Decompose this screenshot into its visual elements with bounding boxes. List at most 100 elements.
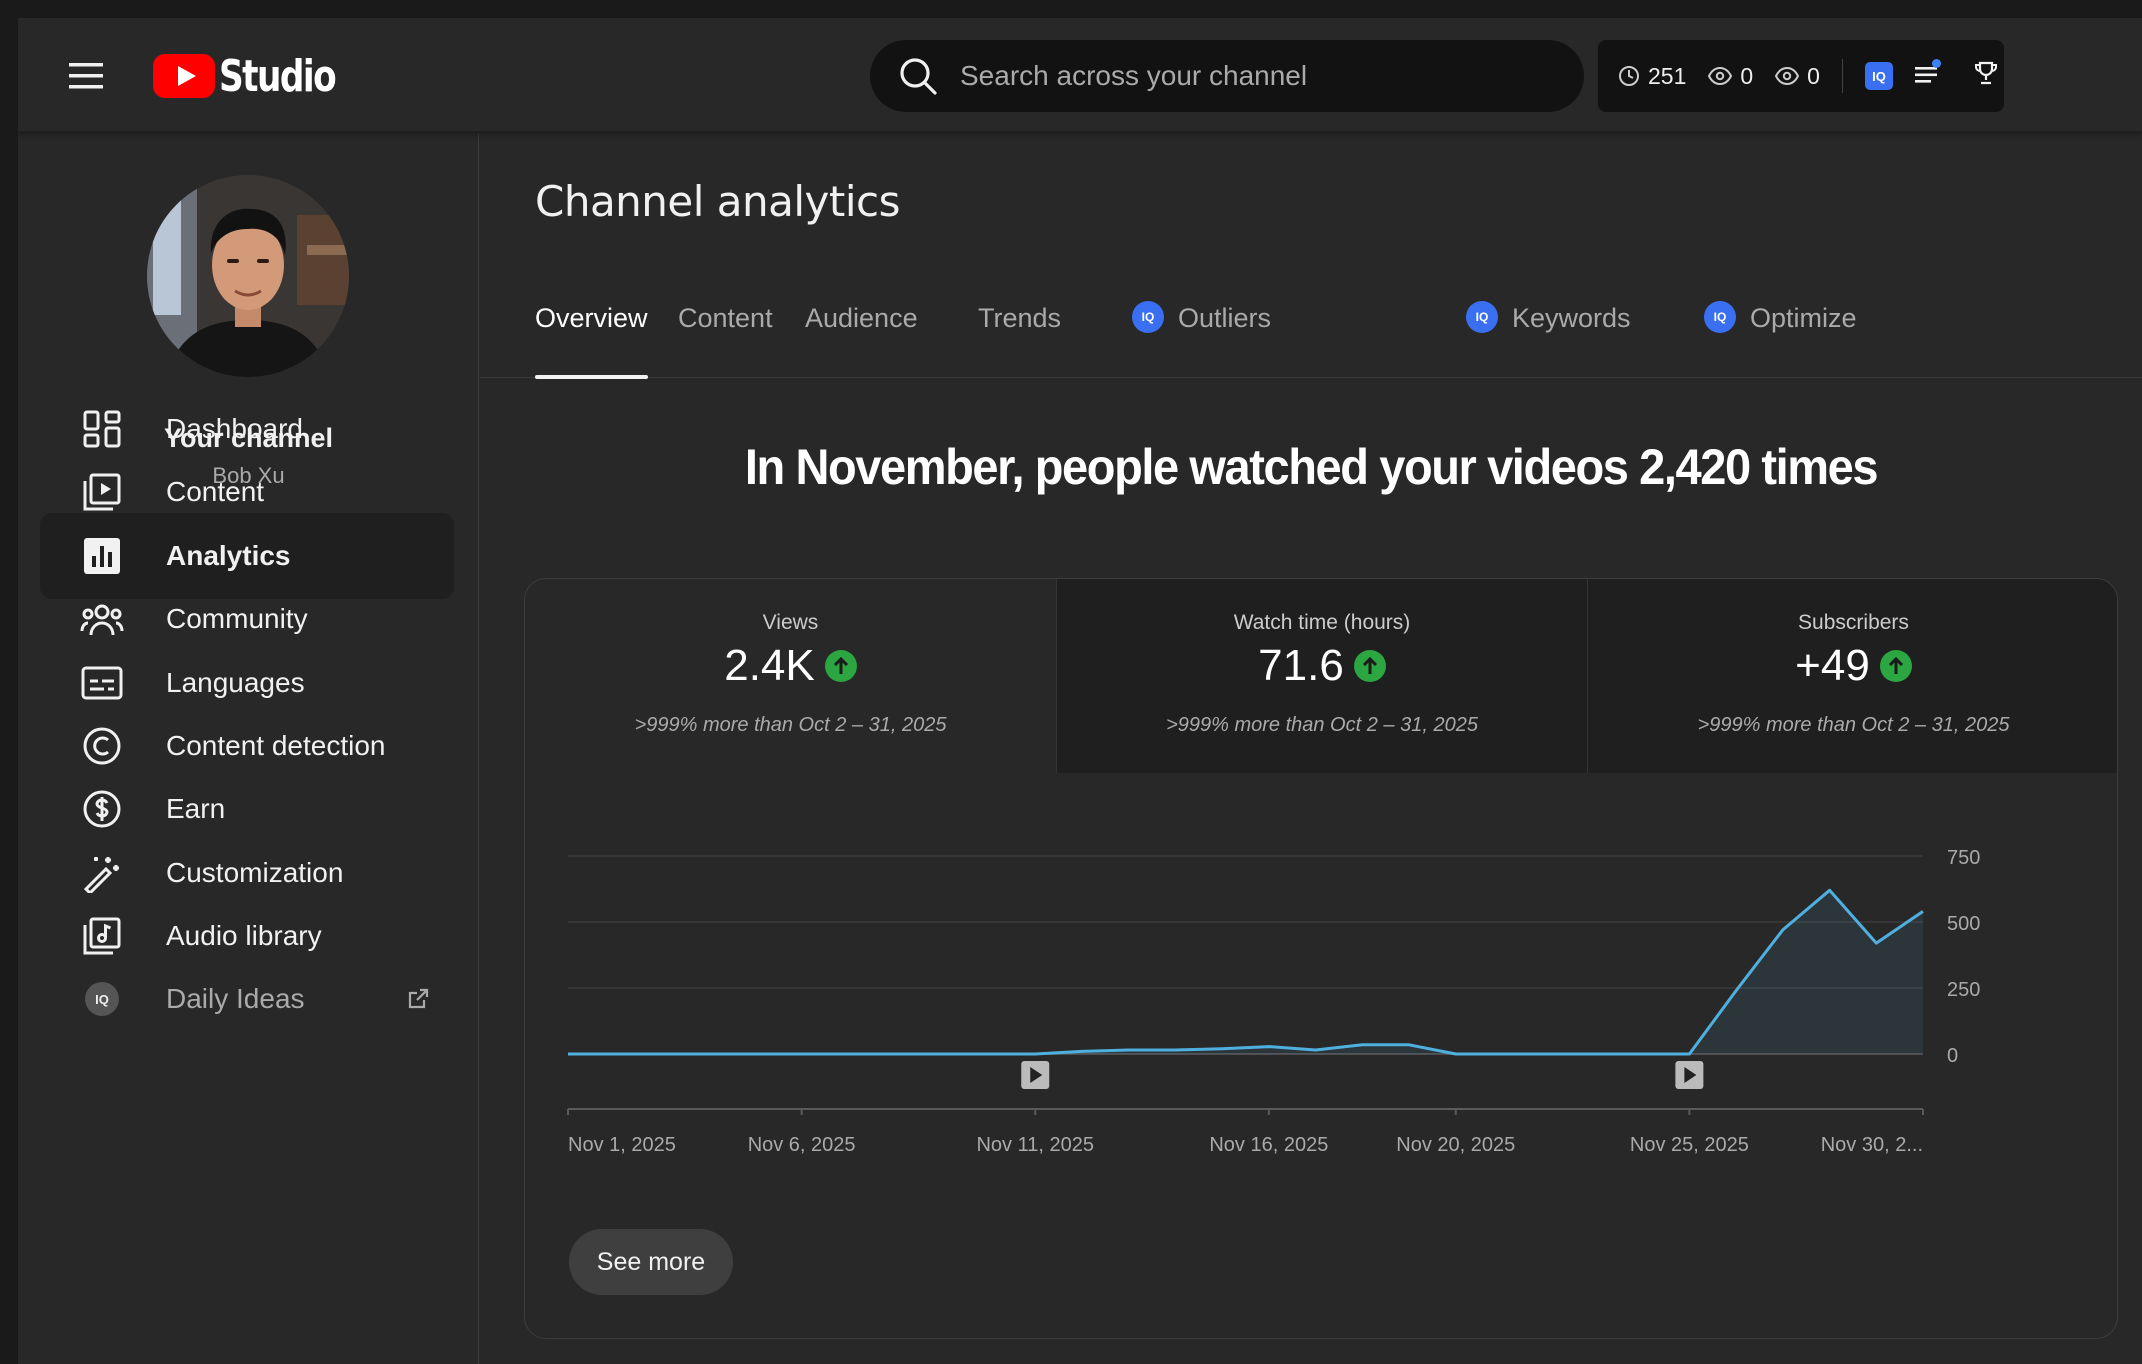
series-line [568,888,1924,1056]
external-link-icon [406,987,430,1016]
channel-avatar[interactable] [147,175,349,377]
tab-trends[interactable]: Trends [978,303,1061,378]
tab-content[interactable]: Content [678,303,773,378]
languages-icon [80,661,124,705]
ext-stat-value: 0 [1807,62,1820,89]
dashboard-icon [80,407,124,451]
sidebar-item-label: Dashboard [166,413,303,444]
search-input[interactable] [960,60,1560,92]
sidebar-item-label: Daily Ideas [166,983,305,1014]
ext-stat-clock[interactable]: 251 [1618,63,1686,90]
sidebar-item-label: Community [166,603,308,634]
tab-optimize[interactable]: IQ Optimize [1704,301,1857,378]
sidebar-item-community[interactable]: Community [40,576,454,662]
svg-text:IQ: IQ [95,992,109,1007]
sidebar-item-earn[interactable]: Earn [40,766,454,852]
eye-icon [1775,67,1800,85]
sidebar-item-content-detection[interactable]: Content detection [40,703,454,789]
y-tick-label: 0 [1947,1045,1958,1067]
hamburger-menu-button[interactable] [62,52,110,100]
y-tick-label: 500 [1947,913,1980,935]
analytics-icon [80,534,124,578]
sidebar-item-label: Earn [166,793,226,824]
list-icon [1914,66,1937,83]
views-line-chart[interactable]: 750 500 250 0 Nov 1, 2025 Nov 6, 2025 Nov 11, … [525,773,2118,1193]
y-tick-label: 750 [1947,847,1980,869]
video-marker-play-icon [1030,1067,1043,1083]
video-marker-play-icon [1684,1067,1697,1083]
list-button[interactable] [1914,58,1941,90]
dollar-icon [80,787,124,831]
channel-title[interactable]: Your channel [163,423,334,453]
x-tick-label: Nov 1, 2025 [568,1134,676,1156]
youtube-play-icon [153,54,215,98]
metric-subscribers[interactable]: Subscribers +49 >999% more than Oct 2 – … [1587,579,2117,773]
sidebar-item-content[interactable]: Content [40,449,454,535]
metric-value: 2.4K [724,641,815,690]
search-icon[interactable] [894,52,942,100]
tab-label: Audience [805,303,918,333]
studio-logo[interactable]: Studio [153,46,368,106]
copyright-icon [80,724,124,768]
sidebar-item-audio-library[interactable]: Audio library [40,893,454,979]
trophy-button[interactable] [1973,60,1999,92]
main-content: Channel analytics Overview Content Audie… [480,133,2142,1364]
trophy-icon [1974,61,1997,85]
sidebar-item-languages[interactable]: Languages [40,640,454,726]
hamburger-icon [69,63,103,89]
see-more-button[interactable]: See more [569,1229,733,1295]
metric-label: Watch time (hours) [1233,611,1411,634]
metric-label: Subscribers [1798,611,1909,634]
studio-window: Studio 251 0 0 IQ [18,18,2142,1364]
iq-icon: IQ [80,977,124,1021]
x-tick-label: Nov 25, 2025 [1630,1134,1749,1156]
sidebar-item-daily-ideas[interactable]: IQ Daily Ideas [40,956,454,1042]
metric-watch-time[interactable]: Watch time (hours) 71.6 >999% more than … [1056,579,1587,773]
content-icon [80,470,124,514]
sidebar-item-label: Languages [166,667,305,698]
metric-views[interactable]: Views 2.4K >999% more than Oct 2 – 31, 2… [525,579,1056,773]
ext-stat-eye-1[interactable]: 0 [1708,63,1753,90]
y-tick-label: 250 [1947,979,1980,1001]
tab-overview[interactable]: Overview [535,303,648,379]
notification-dot [1931,58,1941,68]
search-bar[interactable] [870,40,1584,112]
channel-username: Bob Xu [212,463,285,488]
iq-logo-icon[interactable]: IQ [1864,62,1893,90]
sidebar-item-dashboard[interactable]: Dashboard [40,386,454,472]
tab-keywords[interactable]: IQ Keywords [1466,301,1631,378]
iq-badge-icon: IQ [1704,301,1736,333]
x-tick-label: Nov 30, 2... [1821,1134,1923,1156]
metric-comparison: >999% more than Oct 2 – 31, 2025 [634,714,947,736]
tab-label: Keywords [1512,303,1631,333]
sidebar-item-label: Content detection [166,730,386,761]
sidebar-item-label: Content [166,476,265,507]
community-icon [80,597,124,641]
left-sidebar: Your channel Bob Xu Dashboard Content An… [18,133,479,1364]
audio-library-icon [80,914,124,958]
extension-toolbar: 251 0 0 IQ [1598,40,2004,112]
logo-text: Studio [219,50,337,102]
sidebar-item-label: Analytics [166,540,291,571]
tab-audience[interactable]: Audience [805,303,918,378]
tab-label: Trends [978,303,1062,333]
iq-badge-icon: IQ [1466,301,1498,333]
metric-value-row: 2.4K [525,641,1056,691]
tab-outliers[interactable]: IQ Outliers [1132,301,1271,378]
sidebar-item-label: Audio library [166,920,322,951]
arrow-up-icon [824,650,857,682]
metric-comparison: >999% more than Oct 2 – 31, 2025 [1697,714,2010,736]
x-tick-label: Nov 20, 2025 [1396,1134,1515,1156]
ext-stat-value: 251 [1648,62,1687,89]
metric-value: +49 [1795,641,1870,690]
ext-stat-eye-2[interactable]: 0 [1775,63,1820,90]
sidebar-item-analytics[interactable]: Analytics [40,513,454,599]
metric-label: Views [762,611,819,634]
x-tick-label: Nov 11, 2025 [976,1134,1094,1156]
sidebar-item-customization[interactable]: Customization [40,830,454,916]
summary-headline: In November, people watched your videos … [744,439,1879,495]
x-tick-label: Nov 6, 2025 [748,1134,856,1156]
arrow-up-icon [1879,650,1912,682]
magic-wand-icon [80,851,124,895]
metric-comparison: >999% more than Oct 2 – 31, 2025 [1166,714,1478,736]
